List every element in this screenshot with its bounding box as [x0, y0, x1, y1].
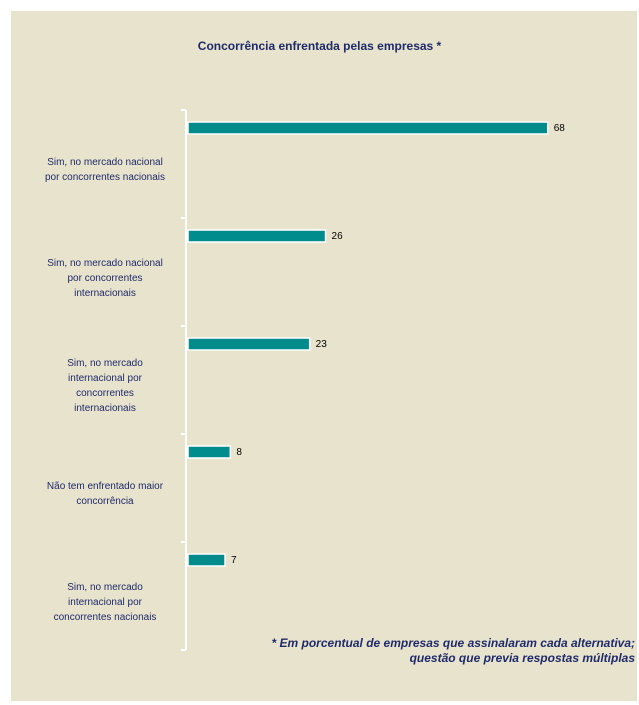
footnote: * Em porcentual de empresas que assinala… [272, 636, 636, 666]
bar [187, 445, 232, 459]
bar [187, 553, 226, 567]
footnote-line-2: questão que previa respostas múltiplas [409, 651, 635, 665]
category-label-line: internacional por [68, 596, 142, 608]
category-label-line: concorrentes [76, 388, 134, 399]
category-label-line: concorrentes nacionais [53, 611, 157, 623]
bar-value-label: 7 [231, 555, 237, 566]
category-label-line: por concorrentes [67, 272, 143, 284]
category-label: Não tem enfrentado maior concorrência [30, 479, 180, 509]
category-label: Sim, no mercado nacional por concorrentes… [30, 256, 180, 301]
category-label-line: Sim, no mercado [67, 581, 143, 593]
category-label-line: Não tem enfrentado maior [46, 481, 164, 492]
bar [187, 337, 311, 351]
category-label-line: Sim, no mercado [67, 358, 143, 369]
footnote-line-1: * Em porcentual de empresas que assinala… [271, 636, 636, 650]
bar-value-label: 26 [332, 231, 344, 242]
category-label: Sim, no mercado internacional por concorre… [30, 580, 180, 625]
category-label-line: internacional por [68, 373, 142, 384]
chart-title: Concorrência enfrentada pelas empresas * [197, 39, 442, 53]
category-label-line: por concorrentes nacionais [44, 172, 166, 183]
category-label-line: concorrência [76, 496, 134, 507]
bar-value-label: 23 [316, 339, 328, 350]
bar [187, 229, 327, 243]
category-label-line: internacionais [74, 287, 136, 299]
bar-value-label: 8 [236, 447, 242, 458]
category-label-line: internacionais [74, 403, 136, 414]
category-label-line: Sim, no mercado nacional [47, 157, 163, 168]
category-label: Sim, no mercado nacional por concorrentes… [30, 155, 180, 185]
category-label: Sim, no mercado internacional por concorre… [30, 356, 180, 416]
bar [187, 121, 549, 135]
bar-value-label: 68 [554, 123, 566, 134]
category-label-line: Sim, no mercado nacional [47, 257, 163, 269]
